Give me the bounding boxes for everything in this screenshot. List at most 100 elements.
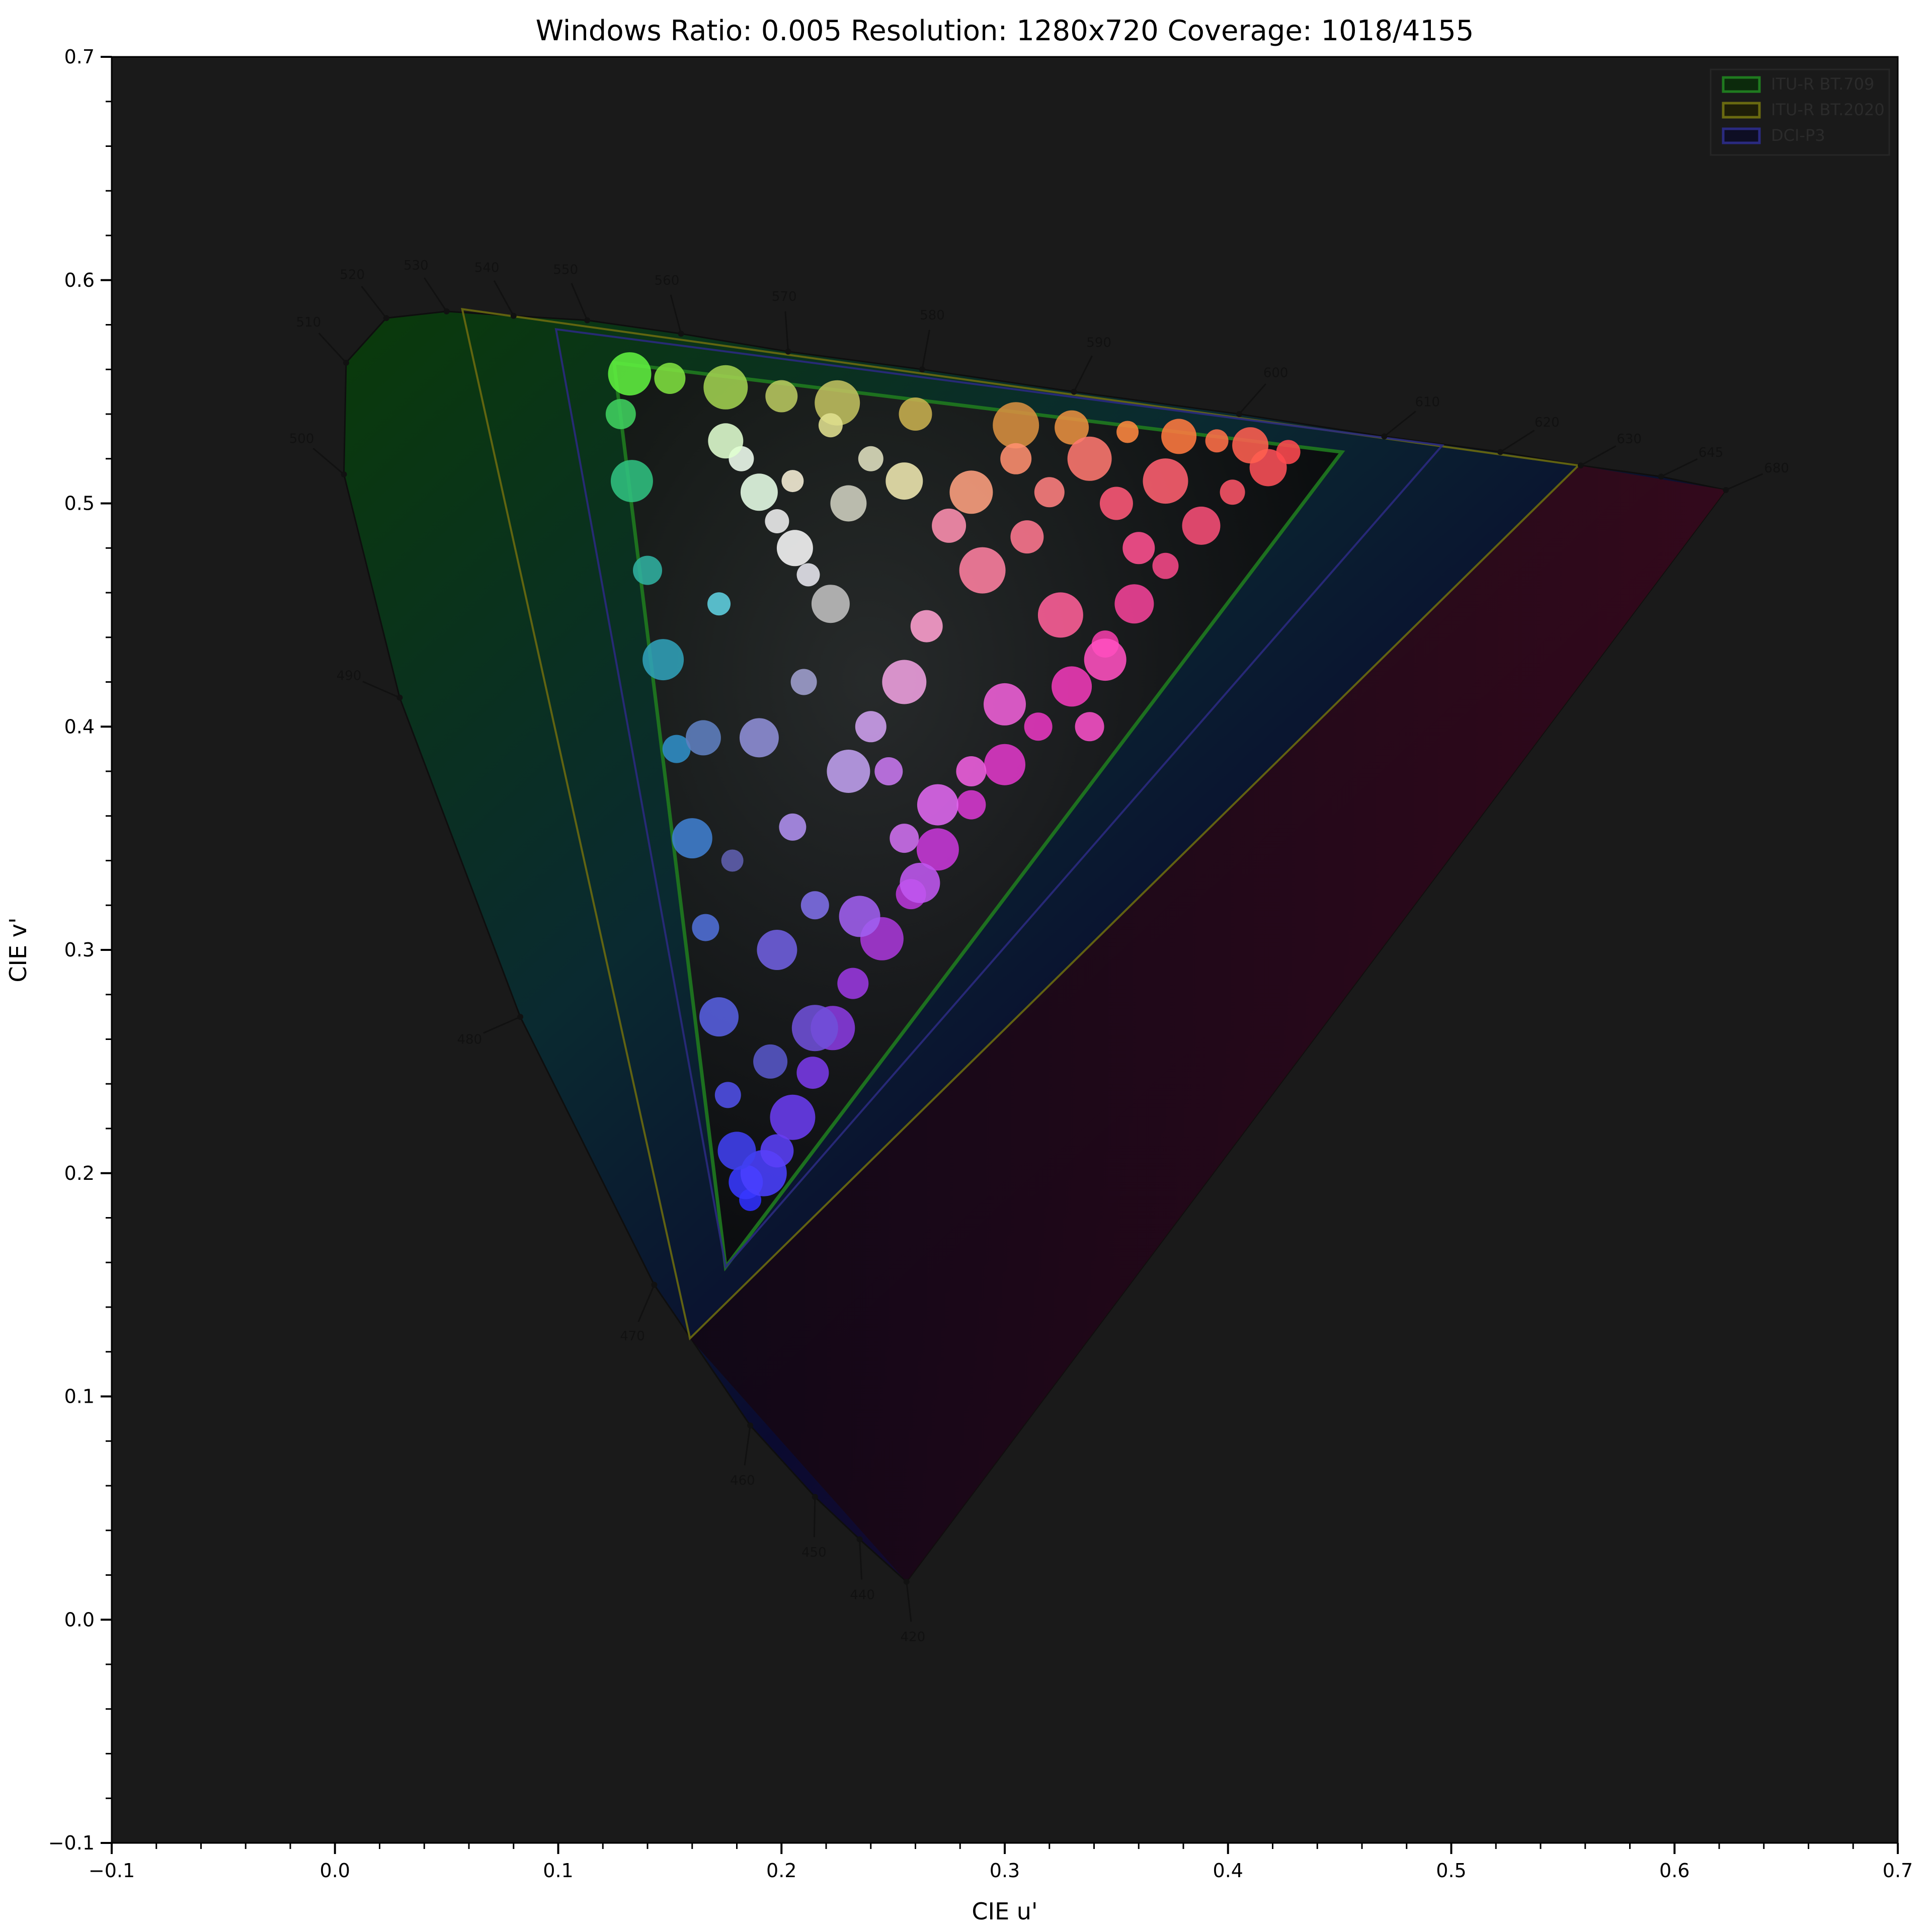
data-point xyxy=(1037,592,1083,638)
wavelength-marker xyxy=(1658,473,1664,480)
data-point xyxy=(1099,487,1133,520)
data-point xyxy=(932,508,967,543)
data-point xyxy=(1052,666,1092,707)
data-point xyxy=(608,352,652,396)
wavelength-marker xyxy=(785,348,791,355)
wavelength-marker xyxy=(343,359,349,366)
x-tick-label: 0.4 xyxy=(1213,1860,1243,1882)
wavelength-label: 600 xyxy=(1263,365,1289,380)
wavelength-marker xyxy=(678,331,684,337)
wavelength-label: 580 xyxy=(920,308,945,323)
data-point xyxy=(610,460,653,503)
wavelength-label: 420 xyxy=(900,1630,925,1645)
y-tick-label: 0.1 xyxy=(64,1386,95,1408)
data-point xyxy=(900,862,940,903)
wavelength-marker xyxy=(903,1578,910,1585)
wavelength-tick xyxy=(483,1016,521,1034)
data-point xyxy=(830,485,867,522)
wavelength-tick xyxy=(1725,473,1763,491)
data-point xyxy=(791,1005,838,1052)
wavelength-label: 590 xyxy=(1086,335,1111,350)
x-tick-label: 0.0 xyxy=(320,1860,350,1882)
legend-swatch-bt709 xyxy=(1722,76,1761,93)
wavelength-tick xyxy=(637,1284,655,1322)
x-axis-title: CIE u' xyxy=(972,1898,1037,1925)
wavelength-marker xyxy=(383,315,389,321)
data-point xyxy=(1000,443,1032,474)
wavelength-tick xyxy=(906,1581,912,1622)
wavelength-tick xyxy=(1580,445,1617,466)
data-point xyxy=(779,813,807,841)
wavelength-marker xyxy=(510,312,517,319)
wavelength-label: 620 xyxy=(1535,415,1560,430)
data-point xyxy=(707,592,731,616)
chart-title: Windows Ratio: 0.005 Resolution: 1280x72… xyxy=(536,15,1474,47)
data-point xyxy=(910,610,943,642)
data-point xyxy=(1075,712,1104,742)
x-tick-label: 0.7 xyxy=(1883,1860,1913,1882)
wavelength-label: 460 xyxy=(730,1473,755,1488)
wavelength-label: 610 xyxy=(1415,395,1440,410)
wavelength-label: 470 xyxy=(620,1329,645,1344)
y-axis-title: CIE v' xyxy=(5,917,32,982)
legend-swatch-dcip3 xyxy=(1722,127,1761,144)
data-point xyxy=(1220,479,1245,505)
x-tick-label: 0.1 xyxy=(543,1860,573,1882)
wavelength-tick xyxy=(859,1539,863,1580)
wavelength-tick xyxy=(1238,383,1266,415)
data-point xyxy=(956,790,986,820)
data-point xyxy=(890,824,919,853)
data-point xyxy=(662,735,691,763)
wavelength-label: 520 xyxy=(340,267,365,282)
data-point xyxy=(949,470,993,514)
legend-label-dcip3: DCI-P3 xyxy=(1771,126,1825,145)
data-point xyxy=(685,720,721,756)
data-point xyxy=(717,1132,756,1170)
data-point xyxy=(1205,429,1229,453)
data-point xyxy=(699,997,739,1037)
purple-region xyxy=(690,465,1726,1582)
wavelength-marker xyxy=(517,1014,524,1020)
y-tick-label: −0.1 xyxy=(48,1832,95,1854)
legend-swatch-bt2020 xyxy=(1722,102,1761,119)
data-point xyxy=(708,423,744,459)
wavelength-label: 490 xyxy=(337,669,362,684)
y-tick-label: 0.5 xyxy=(64,493,95,515)
wavelength-tick xyxy=(744,1425,751,1466)
data-point xyxy=(1055,410,1089,445)
wavelength-label: 570 xyxy=(772,289,797,304)
data-point xyxy=(654,363,686,394)
y-tick-label: 0.3 xyxy=(64,939,95,961)
data-point xyxy=(858,446,883,471)
wavelength-label: 560 xyxy=(655,273,680,288)
data-point xyxy=(839,896,880,937)
data-point xyxy=(1143,458,1188,504)
data-point xyxy=(874,757,903,785)
x-tick-label: −0.1 xyxy=(89,1860,135,1882)
gamut-dci-p3 xyxy=(554,328,1444,1269)
data-point xyxy=(1084,638,1126,681)
wavelength-label: 630 xyxy=(1617,432,1642,447)
data-point xyxy=(1276,440,1301,464)
data-point xyxy=(917,784,958,826)
wavelength-labels: 420 440 450 460 470 480 490 500 510 520 530 540 550 5… xyxy=(289,258,1789,1645)
data-point xyxy=(959,547,1006,594)
axes: −0.1 0.0 0.1 0.2 0.3 0.4 0.5 0.6 0.7 −0.1 0.0 0.1 0.… xyxy=(48,46,1913,1882)
data-point xyxy=(1010,520,1044,554)
wavelength-marker xyxy=(1236,411,1242,417)
data-point xyxy=(818,413,843,438)
data-point xyxy=(1152,552,1179,579)
wavelength-label: 645 xyxy=(1699,445,1724,460)
wavelength-tick xyxy=(1660,458,1698,477)
data-point xyxy=(765,509,789,533)
data-point xyxy=(770,1094,816,1140)
legend-label-bt2020: ITU-R BT.2020 xyxy=(1771,100,1885,119)
wavelength-label: 440 xyxy=(850,1587,875,1602)
wavelength-marker xyxy=(1497,449,1504,455)
data-point xyxy=(753,1044,788,1079)
wavelength-label: 500 xyxy=(289,432,314,447)
wavelength-tick xyxy=(921,330,930,370)
y-tick-label: 0.7 xyxy=(64,46,95,68)
data-point xyxy=(642,639,684,681)
